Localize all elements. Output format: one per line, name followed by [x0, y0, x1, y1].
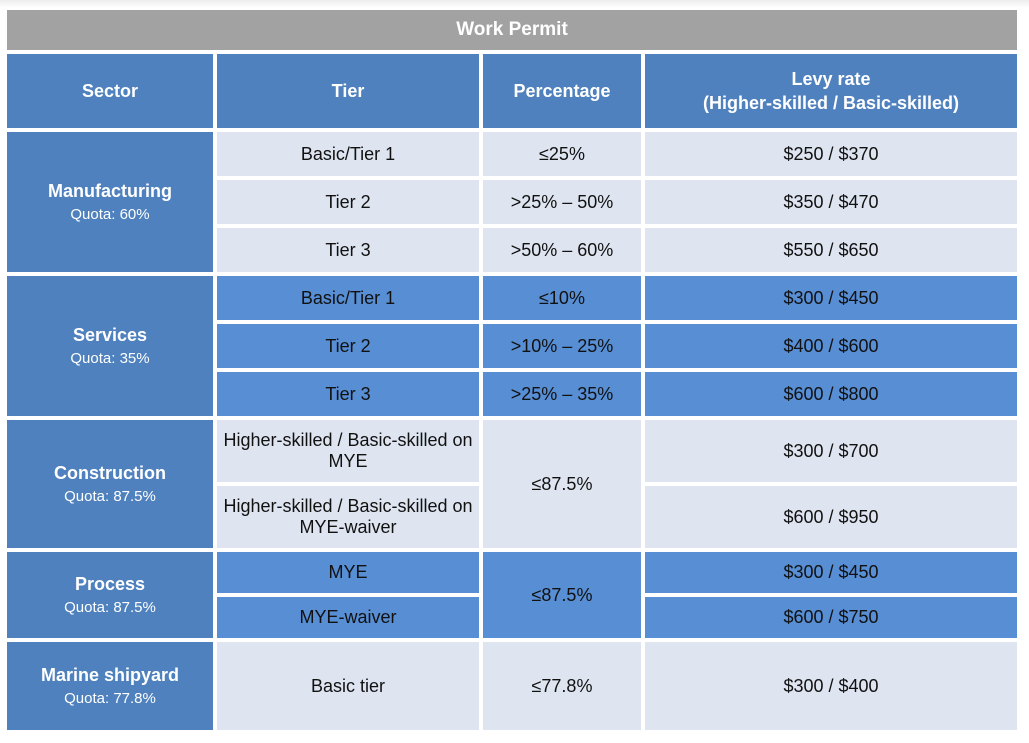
col-header-sector: Sector: [7, 54, 213, 128]
sector-name: Marine shipyard: [40, 665, 180, 685]
work-permit-levy-table: Work Permit Sector Tier Percentage Levy …: [3, 6, 1021, 734]
tier-cell: Higher-skilled / Basic-skilled on MYE-wa…: [217, 486, 479, 548]
levy-header-line2: (Higher-skilled / Basic-skilled): [702, 93, 960, 113]
sector-quota: Quota: 35%: [70, 350, 150, 367]
sector-name: Services: [72, 325, 148, 345]
levy-cell: $350 / $470: [645, 180, 1017, 224]
sector-quota: Quota: 60%: [70, 206, 150, 223]
percentage-cell: >25% – 50%: [483, 180, 641, 224]
sector-quota: Quota: 77.8%: [64, 690, 156, 707]
levy-cell: $550 / $650: [645, 228, 1017, 272]
percentage-cell-merged: ≤87.5%: [483, 420, 641, 548]
sector-cell-construction: Construction Quota: 87.5%: [7, 420, 213, 548]
sector-cell-services: Services Quota: 35%: [7, 276, 213, 416]
sector-name: Process: [74, 574, 146, 594]
tier-cell: Higher-skilled / Basic-skilled on MYE: [217, 420, 479, 482]
levy-cell: $600 / $950: [645, 486, 1017, 548]
sector-name: Construction: [54, 463, 166, 483]
tier-cell: MYE-waiver: [217, 597, 479, 638]
percentage-cell: ≤25%: [483, 132, 641, 176]
tier-cell: Basic tier: [217, 642, 479, 730]
tier-cell: Tier 2: [217, 180, 479, 224]
col-header-levy-rate: Levy rate (Higher-skilled / Basic-skille…: [645, 54, 1017, 128]
tier-cell: Tier 3: [217, 228, 479, 272]
levy-cell: $250 / $370: [645, 132, 1017, 176]
col-header-tier: Tier: [217, 54, 479, 128]
percentage-cell: >25% – 35%: [483, 372, 641, 416]
levy-cell: $300 / $700: [645, 420, 1017, 482]
sector-cell-manufacturing: Manufacturing Quota: 60%: [7, 132, 213, 272]
levy-cell: $300 / $450: [645, 552, 1017, 593]
percentage-cell-merged: ≤87.5%: [483, 552, 641, 638]
levy-cell: $300 / $400: [645, 642, 1017, 730]
tier-cell: Basic/Tier 1: [217, 132, 479, 176]
sector-quota: Quota: 87.5%: [64, 599, 156, 616]
levy-cell: $600 / $800: [645, 372, 1017, 416]
sector-quota: Quota: 87.5%: [64, 488, 156, 505]
col-header-percentage: Percentage: [483, 54, 641, 128]
tier-cell: Tier 3: [217, 372, 479, 416]
percentage-cell: >50% – 60%: [483, 228, 641, 272]
tier-cell: MYE: [217, 552, 479, 593]
percentage-cell: ≤10%: [483, 276, 641, 320]
sector-name: Manufacturing: [48, 181, 172, 201]
levy-cell: $600 / $750: [645, 597, 1017, 638]
percentage-cell: ≤77.8%: [483, 642, 641, 730]
sector-cell-process: Process Quota: 87.5%: [7, 552, 213, 638]
levy-cell: $400 / $600: [645, 324, 1017, 368]
levy-cell: $300 / $450: [645, 276, 1017, 320]
percentage-cell: >10% – 25%: [483, 324, 641, 368]
tier-cell: Tier 2: [217, 324, 479, 368]
sector-cell-marine-shipyard: Marine shipyard Quota: 77.8%: [7, 642, 213, 730]
table-title: Work Permit: [7, 10, 1017, 50]
tier-cell: Basic/Tier 1: [217, 276, 479, 320]
levy-header-line1: Levy rate: [791, 68, 871, 89]
